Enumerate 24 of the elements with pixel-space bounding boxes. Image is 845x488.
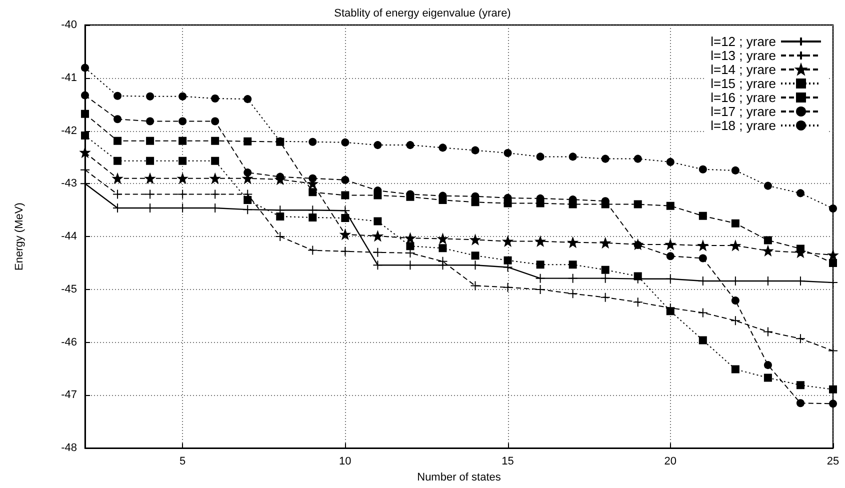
legend-label: l=15 ; yrare: [710, 76, 776, 91]
y-tick-label: -43: [61, 178, 77, 190]
legend-label: l=13 ; yrare: [710, 48, 776, 63]
x-axis-title: Number of states: [417, 472, 502, 484]
y-tick-label: -47: [61, 389, 77, 402]
chart-title: Stablity of energy eigenvalue (yrare): [334, 8, 511, 20]
legend-label: l=17 ; yrare: [710, 104, 776, 119]
x-tick-label: 5: [180, 456, 186, 468]
y-tick-label: -46: [61, 336, 77, 348]
y-tick-label: -45: [61, 283, 77, 296]
x-tick-label: 25: [826, 456, 840, 468]
y-tick-label: -40: [61, 19, 77, 31]
x-tick-label: 10: [339, 456, 352, 468]
y-axis-title: Energy (MeV): [14, 202, 26, 270]
legend-label: l=16 ; yrare: [710, 90, 776, 105]
y-tick-label: -41: [61, 72, 77, 84]
legend-label: l=14 ; yrare: [710, 62, 776, 77]
legend-label: l=12 ; yrare: [710, 34, 776, 49]
y-tick-label: -48: [61, 442, 77, 454]
y-tick-label: -42: [61, 124, 77, 137]
x-tick-label: 20: [664, 456, 677, 468]
y-tick-label: -44: [61, 230, 77, 243]
legend-label: l=18 ; yrare: [710, 118, 776, 133]
x-tick-label: 15: [502, 456, 514, 468]
